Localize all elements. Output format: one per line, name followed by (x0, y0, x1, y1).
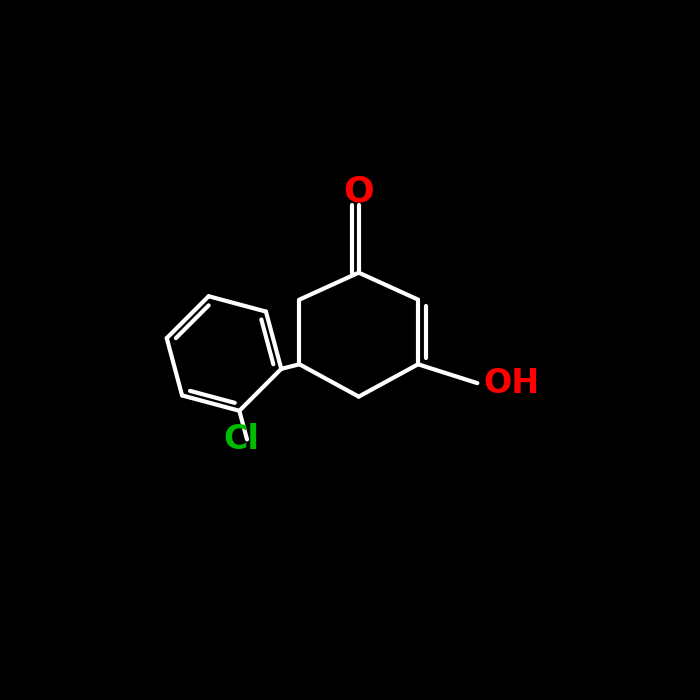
Text: Cl: Cl (224, 423, 260, 456)
Text: OH: OH (484, 367, 540, 400)
Text: O: O (344, 175, 374, 209)
